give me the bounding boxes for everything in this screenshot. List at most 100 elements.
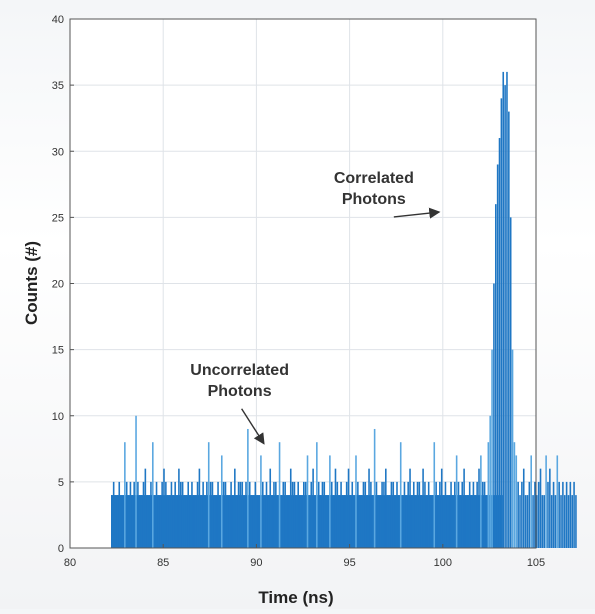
histogram-bar — [405, 495, 408, 548]
histogram-bar — [388, 495, 391, 548]
histogram-bar — [306, 455, 309, 548]
histogram-bar — [500, 98, 503, 548]
histogram-bar — [185, 495, 188, 548]
histogram-bar — [530, 455, 532, 548]
histogram-bar — [424, 481, 426, 548]
histogram-bar — [494, 204, 497, 548]
histogram-bar — [202, 481, 204, 548]
y-tick-label: 35 — [52, 80, 64, 92]
x-tick-label: 90 — [250, 557, 262, 569]
histogram-bar — [288, 495, 290, 548]
histogram-bar — [409, 468, 411, 548]
histogram-bar — [178, 468, 180, 548]
histogram-bar — [252, 495, 255, 548]
histogram-bar — [330, 481, 333, 548]
histogram-bar — [146, 495, 149, 548]
histogram-bar — [235, 495, 238, 548]
histogram-bar — [157, 495, 160, 548]
histogram-bar — [418, 481, 421, 548]
histogram-bar — [336, 481, 339, 548]
histogram-bar — [358, 495, 361, 548]
histogram-bar — [487, 442, 490, 548]
x-tick-label: 80 — [64, 557, 76, 569]
histogram-bar — [206, 481, 208, 548]
histogram-bar — [532, 495, 534, 548]
histogram-bar — [478, 468, 480, 548]
histogram-bar — [289, 468, 292, 548]
histogram-bar — [263, 495, 266, 548]
histogram-bar — [250, 495, 253, 548]
y-tick-label: 5 — [58, 477, 64, 489]
histogram-bar — [131, 495, 134, 548]
histogram-bar — [573, 481, 575, 548]
histogram-bar — [191, 481, 193, 548]
annotation-layer: Correlated Photons Uncorrelated Photons — [190, 170, 441, 445]
histogram-bar — [321, 481, 324, 548]
histogram-bar — [176, 495, 178, 548]
histogram-bar — [504, 85, 506, 548]
histogram-bar — [142, 481, 145, 548]
histogram-bar — [345, 481, 348, 548]
y-axis-title: Counts (#) — [22, 241, 41, 325]
histogram-bar — [416, 481, 419, 548]
histogram-bar — [366, 495, 368, 548]
histogram-bar — [485, 495, 488, 548]
histogram-bar — [316, 442, 318, 548]
histogram-bar — [433, 442, 436, 548]
histogram-bar — [442, 495, 445, 548]
histogram-bar — [172, 495, 175, 548]
histogram-bar — [265, 481, 268, 548]
histogram-bar — [329, 455, 331, 548]
histogram-bar — [377, 495, 380, 548]
histogram-bar — [150, 481, 152, 548]
histogram-bar — [232, 495, 234, 548]
histogram-bar — [258, 495, 260, 548]
histogram-bar — [133, 481, 135, 548]
histogram-bar — [278, 442, 281, 548]
histogram-bar — [340, 481, 342, 548]
histogram-bar — [314, 495, 316, 548]
histogram-bar — [138, 495, 141, 548]
histogram-bar — [513, 442, 516, 548]
histogram-bar — [299, 495, 301, 548]
histogram-bar — [334, 468, 337, 548]
histogram-bar — [122, 495, 124, 548]
histogram-bar — [457, 481, 460, 548]
histogram-bar — [286, 495, 288, 548]
histogram-bar — [379, 495, 382, 548]
histogram-bar — [368, 468, 370, 548]
histogram-bar — [297, 481, 299, 548]
histogram-bar — [476, 481, 478, 548]
histogram-bar — [521, 481, 523, 548]
histogram-bar — [375, 481, 378, 548]
histogram-bar — [170, 481, 173, 548]
histogram-bar — [399, 442, 402, 548]
histogram-bar — [174, 481, 176, 548]
y-tick-label: 25 — [52, 212, 64, 224]
x-axis-title: Time (ns) — [258, 588, 333, 607]
histogram-bar — [200, 495, 203, 548]
histogram-bar — [254, 481, 257, 548]
histogram-bar — [153, 495, 156, 548]
histogram-bar — [269, 468, 272, 548]
histogram-bar — [558, 481, 560, 548]
histogram-bar — [453, 481, 456, 548]
histogram-bar — [390, 481, 393, 548]
histogram-bar — [260, 455, 262, 548]
histogram-bar — [114, 495, 117, 548]
histogram-bar — [465, 495, 467, 548]
histogram-bar — [144, 468, 147, 548]
histogram-bar — [545, 455, 547, 548]
histogram-bar — [267, 495, 270, 548]
histogram-bar — [295, 495, 298, 548]
histogram-bar — [554, 495, 557, 548]
histogram-bar — [398, 495, 400, 548]
histogram-bar — [550, 495, 553, 548]
histogram-bar — [189, 495, 191, 548]
histogram-bar — [511, 349, 514, 548]
histogram-bar — [543, 495, 546, 548]
histogram-bar — [556, 455, 559, 548]
histogram-bar — [472, 481, 475, 548]
y-tick-label: 0 — [58, 543, 64, 555]
